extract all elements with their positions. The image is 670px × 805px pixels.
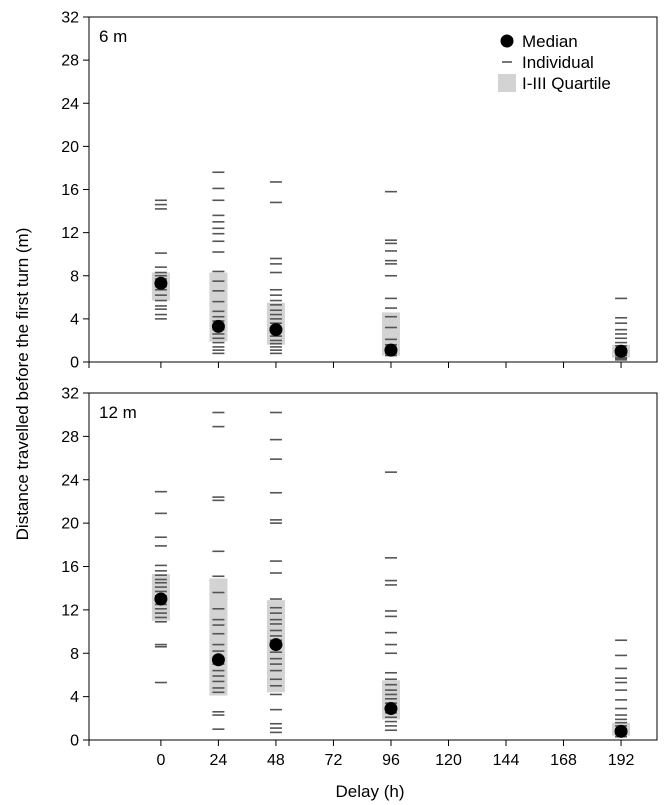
legend-label: Median — [522, 32, 578, 51]
median-point — [211, 319, 225, 333]
y-tick-label: 12 — [61, 602, 79, 619]
y-tick-label: 32 — [61, 10, 79, 27]
panel-label: 6 m — [99, 27, 127, 46]
median-point — [614, 724, 628, 738]
median-point — [269, 323, 283, 337]
legend-label: Individual — [522, 53, 594, 72]
x-tick-label: 0 — [156, 752, 165, 769]
x-tick-label: 72 — [325, 752, 343, 769]
median-point — [269, 638, 283, 652]
y-tick-label: 24 — [61, 472, 79, 489]
x-tick-label: 120 — [435, 752, 462, 769]
y-tick-label: 20 — [61, 139, 79, 156]
quartile-box — [209, 578, 228, 696]
plot-frame — [88, 392, 658, 741]
x-tick-label: 144 — [493, 752, 520, 769]
y-tick-label: 4 — [70, 311, 79, 328]
y-axis-title: Distance travelled before the first turn… — [13, 228, 32, 541]
x-tick-label: 192 — [608, 752, 635, 769]
y-tick-label: 32 — [61, 386, 79, 403]
y-tick-label: 24 — [61, 96, 79, 113]
y-tick-label: 0 — [70, 733, 79, 750]
median-point — [614, 344, 628, 358]
median-point — [384, 343, 398, 357]
y-tick-label: 8 — [70, 646, 79, 663]
legend-label: I-III Quartile — [522, 74, 611, 93]
y-tick-label: 28 — [61, 53, 79, 70]
panel-2: 0 4 8 12 16 20 24 28 32 12 m — [61, 386, 658, 750]
y-tick-label: 28 — [61, 429, 79, 446]
x-tick-label: 168 — [550, 752, 577, 769]
legend: Median Individual I-III Quartile — [498, 32, 611, 93]
legend-median-marker — [500, 34, 514, 48]
y-tick-label: 16 — [61, 559, 79, 576]
legend-item: Median — [500, 32, 578, 51]
legend-quartile-marker — [498, 74, 516, 92]
median-point — [154, 276, 168, 290]
median-point — [384, 702, 398, 716]
median-point — [211, 653, 225, 667]
y-tick-label: 16 — [61, 182, 79, 199]
median-point — [154, 592, 168, 606]
panel-label: 12 m — [99, 403, 137, 422]
legend-item: Individual — [502, 53, 594, 72]
panel-1: 0 4 8 12 16 20 24 28 32 6 m — [61, 10, 658, 372]
x-tick-label: 24 — [210, 752, 228, 769]
legend-item: I-III Quartile — [498, 74, 611, 93]
y-tick-label: 20 — [61, 516, 79, 533]
x-tick-label: 48 — [267, 752, 285, 769]
y-tick-label: 4 — [70, 689, 79, 706]
y-tick-label: 8 — [70, 268, 79, 285]
x-tick-label: 96 — [382, 752, 400, 769]
y-tick-label: 0 — [70, 355, 79, 372]
y-tick-label: 12 — [61, 225, 79, 242]
x-axis-title: Delay (h) — [336, 782, 405, 801]
